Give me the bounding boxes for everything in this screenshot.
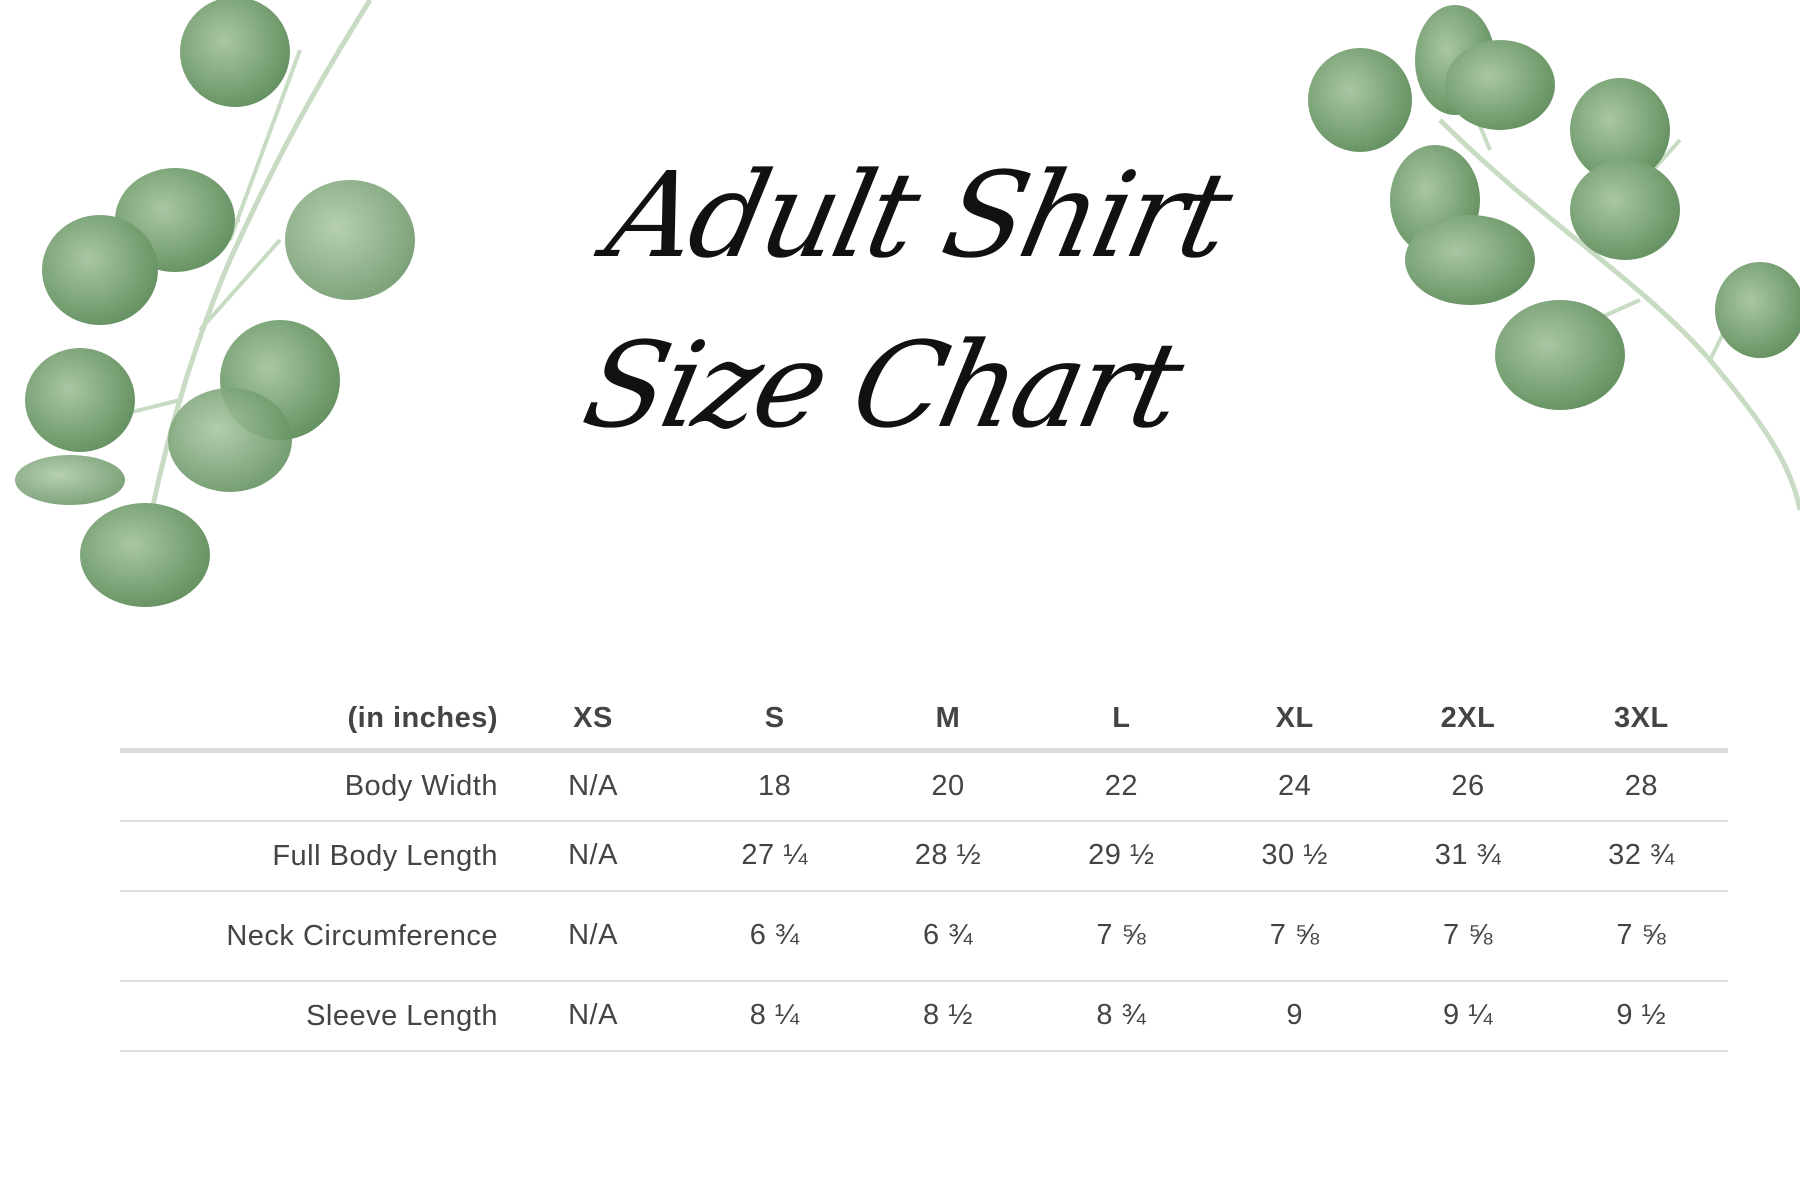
- cell: 6 ¾: [749, 919, 800, 951]
- cell: 9: [1286, 999, 1303, 1031]
- cell: 8 ½: [923, 999, 973, 1031]
- title-line-2: Size Chart: [572, 316, 1191, 454]
- table-row: Body Width N/A 18 20 22 24 26 28: [120, 751, 1728, 821]
- row-label: Full Body Length: [272, 839, 498, 872]
- table-row: Full Body Length N/A 27 ¼ 28 ½ 29 ½ 30 ½…: [120, 821, 1728, 891]
- eucalyptus-left-illustration: [15, 0, 415, 607]
- table-row: Sleeve Length N/A 8 ¼ 8 ½ 8 ¾ 9 9 ¼ 9 ½: [120, 981, 1728, 1051]
- cell: 28 ½: [914, 839, 982, 871]
- cell: N/A: [568, 919, 618, 951]
- cell: 8 ¾: [1096, 999, 1147, 1031]
- cell: 27 ¼: [741, 839, 808, 871]
- cell: N/A: [568, 999, 618, 1031]
- cell: 7 ⅝: [1443, 919, 1493, 951]
- cell: N/A: [568, 839, 618, 871]
- cell: 8 ¼: [749, 999, 800, 1031]
- row-label: Body Width: [344, 770, 498, 803]
- cell: 28: [1624, 769, 1658, 802]
- header-2xl: 2XL: [1440, 701, 1496, 734]
- header-row: (in inches) XS S M L XL 2XL 3XL: [120, 688, 1728, 751]
- header-units: (in inches): [347, 702, 498, 734]
- cell: 22: [1104, 769, 1138, 802]
- cell: 24: [1278, 769, 1312, 802]
- header-xl: XL: [1275, 701, 1314, 734]
- eucalyptus-right-illustration: [1308, 5, 1800, 511]
- cell: 7 ⅝: [1269, 919, 1320, 951]
- title-line-1: Adult Shirt: [596, 146, 1240, 284]
- cell: 26: [1451, 769, 1485, 802]
- row-label: Neck Circumference: [226, 919, 498, 952]
- size-chart-table: (in inches) XS S M L XL 2XL 3XL Body Wid…: [120, 688, 1728, 1052]
- cell: 18: [758, 769, 792, 802]
- header-m: M: [935, 701, 961, 734]
- header-xs: XS: [573, 701, 613, 734]
- cell: 6 ¾: [923, 919, 973, 951]
- header-l: L: [1112, 701, 1131, 734]
- row-label: Sleeve Length: [306, 999, 498, 1032]
- cell: N/A: [568, 769, 618, 802]
- header-3xl: 3XL: [1613, 701, 1669, 734]
- page-title: Adult Shirt Size Chart: [464, 130, 1336, 470]
- cell: 29 ½: [1088, 839, 1155, 871]
- cell: 7 ⅝: [1616, 919, 1667, 951]
- cell: 9 ½: [1616, 999, 1667, 1031]
- cell: 30 ½: [1261, 839, 1328, 871]
- cell: 7 ⅝: [1096, 919, 1147, 951]
- cell: 20: [931, 769, 965, 802]
- table-row: Neck Circumference N/A 6 ¾ 6 ¾ 7 ⅝ 7 ⅝ 7…: [120, 891, 1728, 981]
- cell: 31 ¾: [1434, 839, 1502, 871]
- header-s: S: [764, 701, 785, 734]
- cell: 32 ¾: [1608, 839, 1675, 871]
- cell: 9 ¼: [1443, 999, 1493, 1031]
